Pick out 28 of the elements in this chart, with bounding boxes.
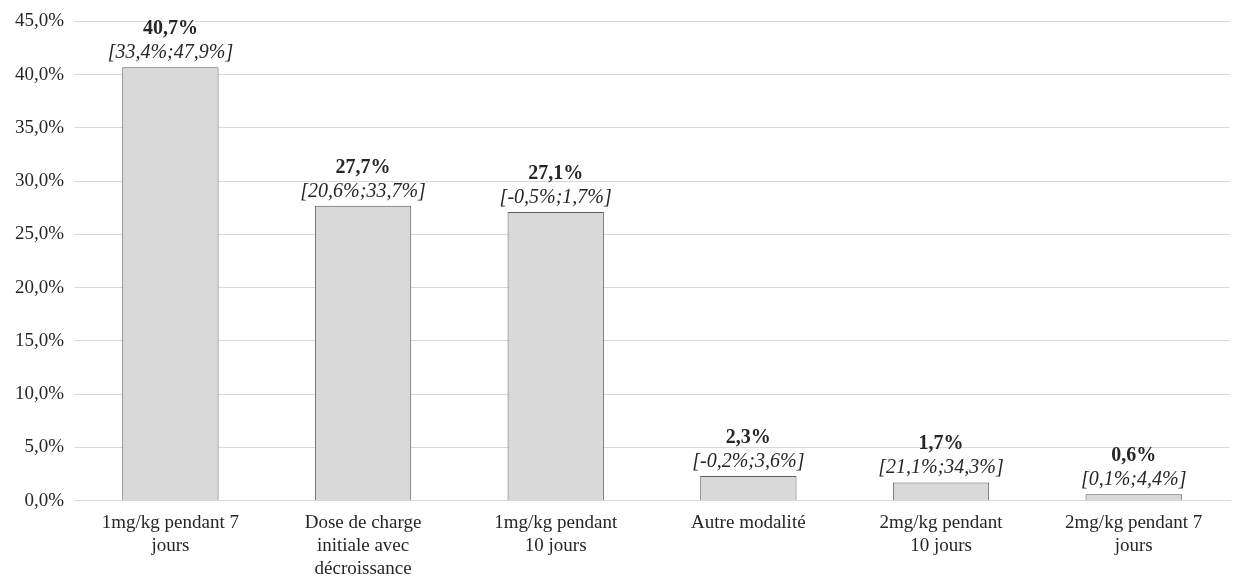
x-tick-label: 2mg/kg pendant 7 jours: [1065, 510, 1203, 555]
data-label: 27,1%: [528, 161, 584, 184]
data-label: 2,3%: [725, 425, 771, 448]
data-label: 27,7%: [335, 154, 391, 177]
y-tick-label: 5,0%: [24, 435, 65, 457]
x-tick-label: Autre modalité: [691, 510, 806, 532]
x-tick-label: 1mg/kg pendant 7 jours: [101, 510, 240, 555]
annotation: [-0,2%;3,6%]: [692, 449, 805, 472]
y-tick-label: 15,0%: [15, 328, 65, 350]
annotation: [33,4%;47,9%]: [107, 40, 234, 63]
y-tick-label: 30,0%: [15, 169, 65, 191]
data-label: 0,6%: [1111, 443, 1157, 466]
y-tick-label: 10,0%: [15, 382, 65, 404]
annotation: [20,6%;33,7%]: [300, 178, 426, 201]
y-tick-label: 25,0%: [15, 222, 65, 244]
y-tick-label: 35,0%: [15, 115, 65, 137]
annotation: [0,1%;4,4%]: [1080, 467, 1187, 490]
annotation: [-0,5%;1,7%]: [499, 185, 612, 208]
y-tick-label: 45,0%: [15, 9, 65, 31]
y-tick-label: 40,0%: [15, 62, 65, 84]
data-label: 1,7%: [918, 431, 964, 454]
data-label: 40,7%: [142, 16, 198, 39]
y-tick-label: 20,0%: [15, 275, 65, 297]
x-tick-label: 2mg/kg pendant 10 jours: [879, 510, 1004, 555]
annotation: [21,1%;34,3%]: [878, 455, 1004, 478]
x-tick-label: Dose de charge initiale avec décroissance: [304, 510, 422, 578]
x-tick-label: 1mg/kg pendant 10 jours: [494, 510, 618, 555]
y-tick-label: 0,0%: [24, 488, 65, 510]
